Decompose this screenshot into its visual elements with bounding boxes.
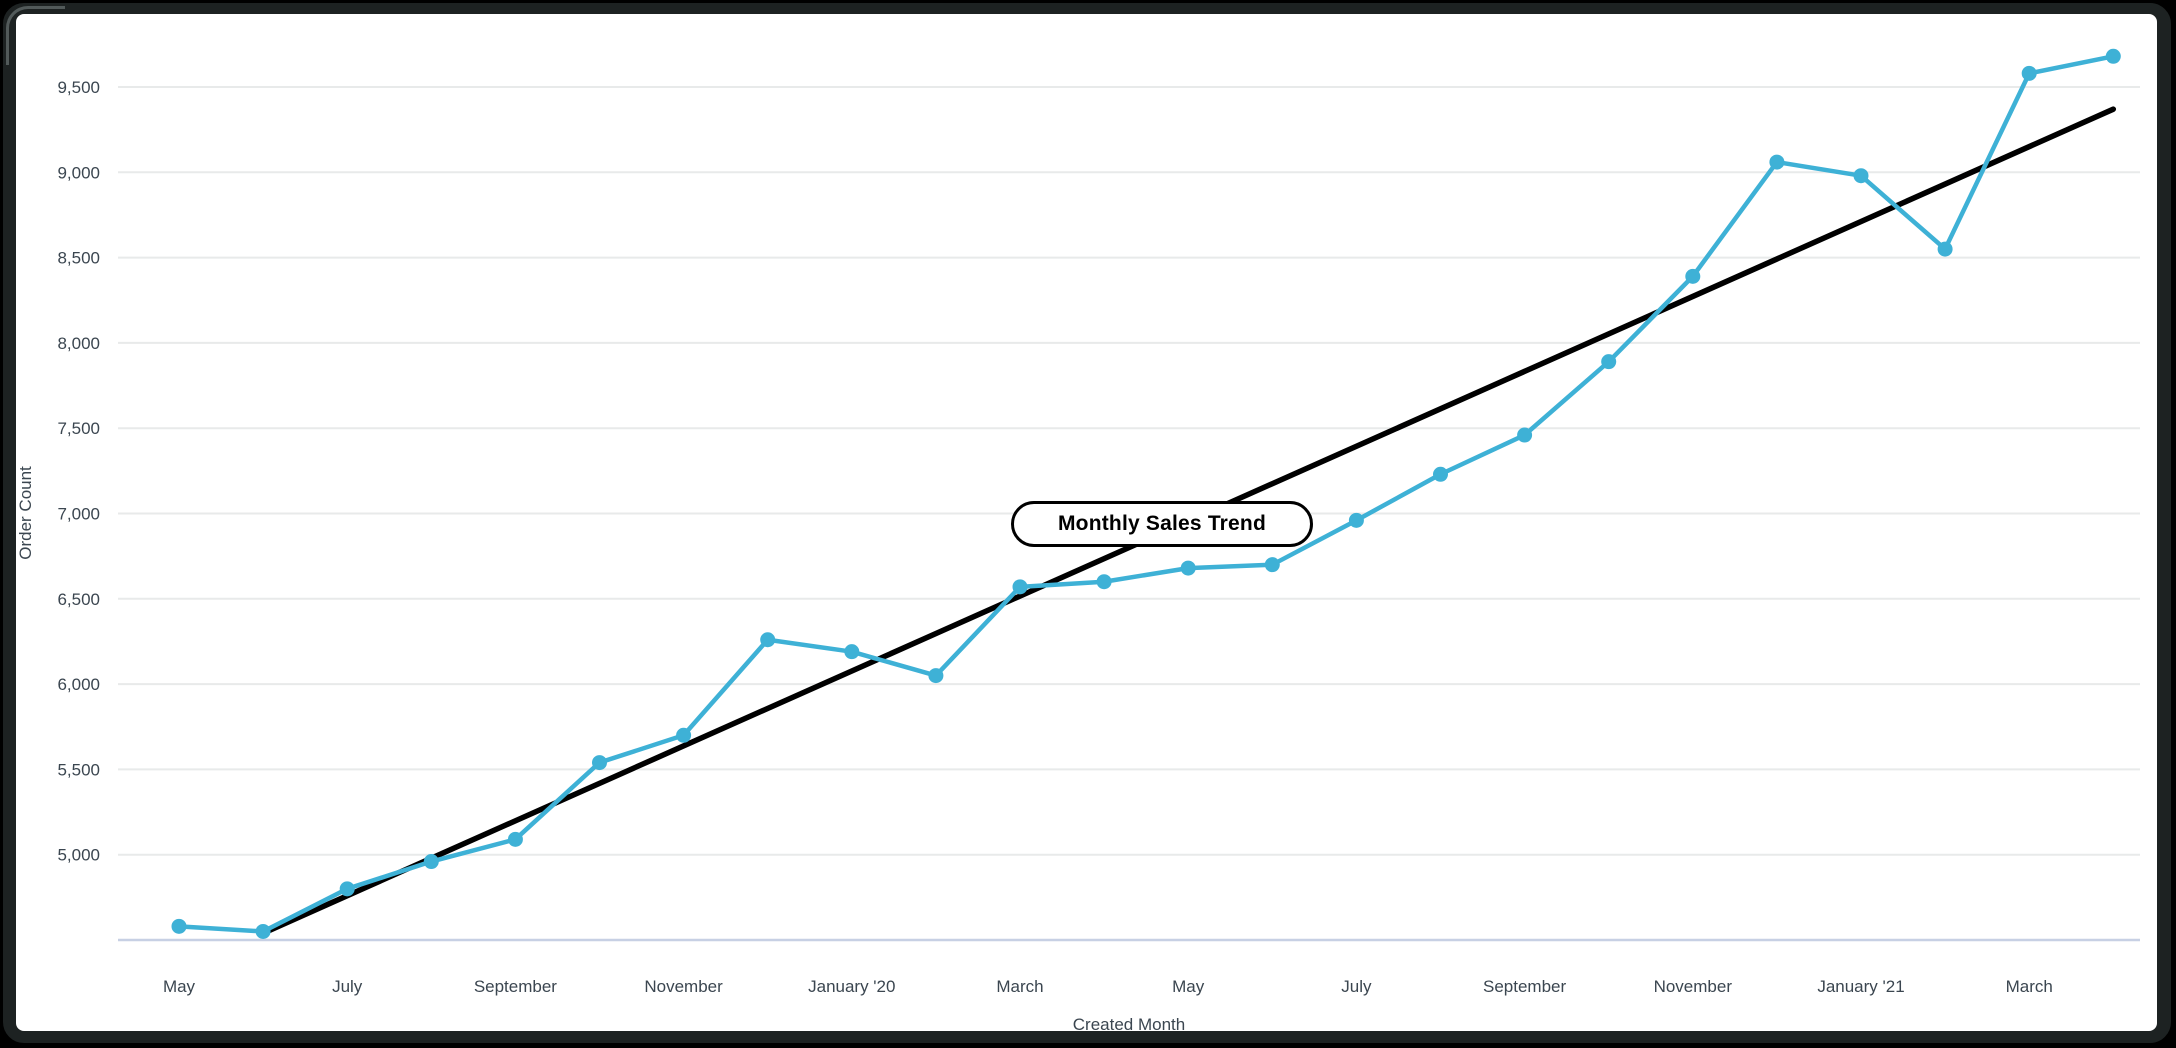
x-tick-label: July bbox=[1341, 977, 1372, 996]
data-point-marker[interactable] bbox=[1348, 512, 1364, 528]
x-tick-label: November bbox=[644, 977, 723, 996]
x-tick-label: May bbox=[1172, 977, 1205, 996]
data-point-marker[interactable] bbox=[592, 755, 607, 771]
y-tick-label: 8,000 bbox=[57, 334, 100, 353]
series-line bbox=[176, 54, 2116, 934]
x-tick-label: September bbox=[474, 977, 557, 996]
y-tick-label: 6,500 bbox=[57, 590, 100, 609]
x-tick-label: July bbox=[332, 977, 363, 996]
data-point-marker[interactable] bbox=[255, 923, 271, 939]
data-point-marker[interactable] bbox=[171, 918, 187, 934]
data-point-marker[interactable] bbox=[1853, 168, 1869, 184]
data-point-marker[interactable] bbox=[1433, 466, 1448, 482]
x-tick-label: September bbox=[1483, 977, 1566, 996]
x-tick-label: March bbox=[2006, 977, 2053, 996]
data-point-marker[interactable] bbox=[844, 644, 860, 660]
x-tick-label: November bbox=[1654, 977, 1733, 996]
y-tick-label: 8,500 bbox=[57, 249, 100, 268]
data-point-marker[interactable] bbox=[1769, 154, 1785, 170]
x-tick-label: March bbox=[996, 977, 1043, 996]
data-point-marker[interactable] bbox=[1937, 241, 1953, 257]
data-point-marker[interactable] bbox=[1264, 557, 1280, 573]
y-tick-label: 5,000 bbox=[57, 846, 100, 865]
data-point-marker[interactable] bbox=[423, 854, 439, 870]
data-point-marker[interactable] bbox=[676, 727, 692, 743]
x-tick-label: January '20 bbox=[808, 977, 895, 996]
y-tick-label: 5,500 bbox=[57, 760, 100, 779]
chart-annotation-label: Monthly Sales Trend bbox=[1011, 501, 1313, 547]
data-point-marker[interactable] bbox=[507, 831, 523, 847]
x-axis-title: Created Month bbox=[1073, 1015, 1185, 1034]
data-point-marker[interactable] bbox=[760, 632, 776, 648]
data-point-marker[interactable] bbox=[1517, 427, 1533, 443]
x-tick-label: January '21 bbox=[1817, 977, 1904, 996]
y-tick-label: 7,000 bbox=[57, 505, 100, 524]
data-point-marker[interactable] bbox=[2105, 48, 2121, 64]
data-point-marker[interactable] bbox=[928, 668, 944, 684]
data-point-marker[interactable] bbox=[1685, 268, 1701, 284]
data-point-marker[interactable] bbox=[339, 881, 355, 897]
data-point-marker[interactable] bbox=[1012, 579, 1028, 595]
x-tick-label: May bbox=[163, 977, 196, 996]
data-point-marker[interactable] bbox=[1601, 354, 1617, 370]
y-tick-label: 7,500 bbox=[57, 419, 100, 438]
y-axis-title: Order Count bbox=[16, 466, 35, 560]
data-point-marker[interactable] bbox=[2021, 65, 2037, 81]
data-point-marker[interactable] bbox=[1096, 574, 1112, 590]
data-point-marker[interactable] bbox=[1180, 560, 1196, 576]
y-tick-label: 9,000 bbox=[57, 163, 100, 182]
y-tick-label: 6,000 bbox=[57, 675, 100, 694]
y-tick-label: 9,500 bbox=[57, 78, 100, 97]
